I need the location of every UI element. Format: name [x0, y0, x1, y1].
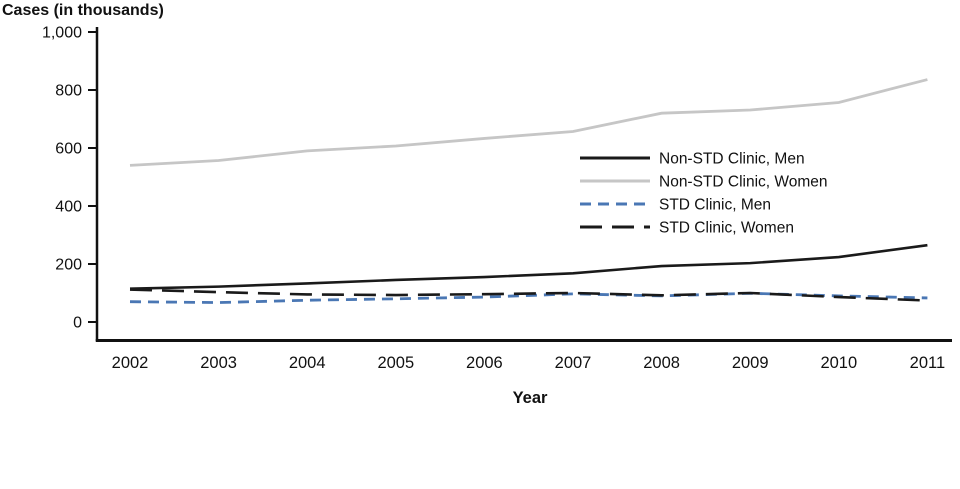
- y-tick-label: 200: [55, 257, 82, 274]
- legend-label-non-std-clinic-women: Non-STD Clinic, Women: [659, 174, 828, 191]
- x-tick-label: 2006: [466, 354, 503, 372]
- series-line-std-clinic-women: [129, 288, 928, 302]
- series-line-non-std-clinic-men: [129, 243, 928, 290]
- x-tick-label: 2007: [555, 354, 592, 372]
- x-tick-label: 2003: [200, 354, 237, 372]
- x-tick-label: 2002: [112, 354, 149, 372]
- legend-label-non-std-clinic-men: Non-STD Clinic, Men: [659, 151, 805, 168]
- chart-title: Cases (in thousands): [2, 2, 164, 19]
- x-tick-label: 2005: [377, 354, 414, 372]
- series-line-std-clinic-men: [129, 291, 928, 304]
- y-tick-label: 600: [55, 141, 82, 158]
- y-tick-label: 0: [73, 315, 82, 332]
- x-axis-title: Year: [513, 389, 548, 407]
- legend-label-std-clinic-women: STD Clinic, Women: [659, 220, 794, 237]
- legend-label-std-clinic-men: STD Clinic, Men: [659, 197, 771, 214]
- x-tick-label: 2011: [910, 354, 945, 372]
- x-tick-label: 2009: [732, 354, 769, 372]
- y-tick-label: 1,000: [42, 25, 82, 42]
- x-tick-label: 2008: [643, 354, 680, 372]
- y-tick-label: 400: [55, 199, 82, 216]
- y-tick-label: 800: [55, 83, 82, 100]
- x-tick-label: 2004: [289, 354, 326, 372]
- series-line-non-std-clinic-women: [129, 78, 928, 167]
- x-tick-label: 2010: [820, 354, 857, 372]
